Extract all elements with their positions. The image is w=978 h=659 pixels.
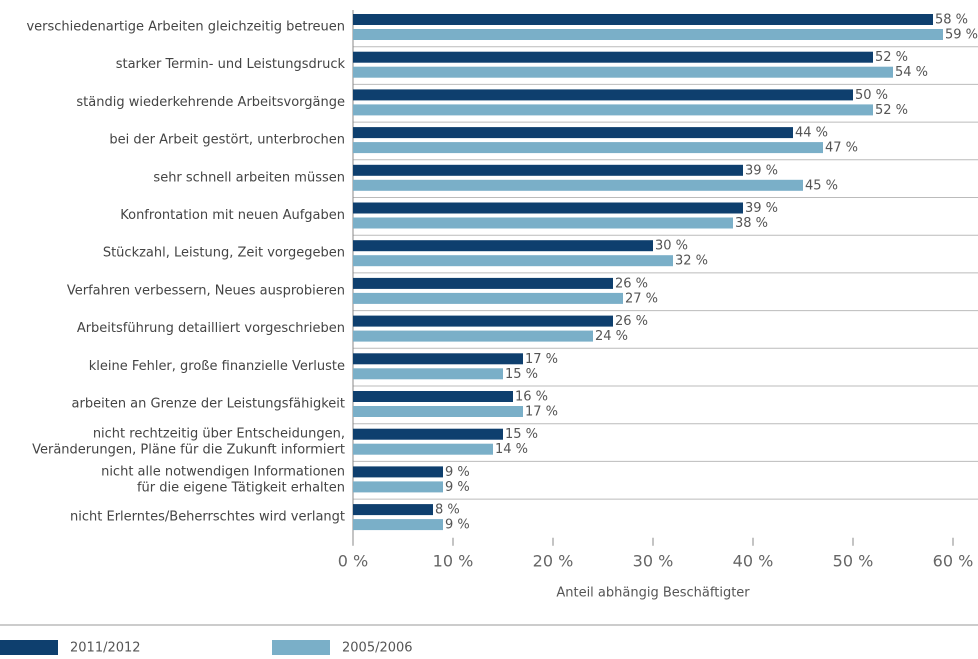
value-label: 58 % (935, 13, 968, 28)
value-label: 39 % (745, 201, 778, 216)
legend-swatch (0, 640, 58, 655)
bar (353, 292, 623, 304)
bar (353, 481, 443, 493)
x-tick-label: 40 % (733, 551, 774, 570)
value-label: 54 % (895, 65, 928, 80)
x-tick-label: 10 % (433, 551, 474, 570)
bar (353, 127, 793, 139)
bar (353, 51, 873, 63)
bar (353, 202, 743, 214)
x-tick-label: 50 % (833, 551, 874, 570)
category-label: Verfahren verbessern, Neues ausprobieren (67, 283, 345, 298)
category-label: Arbeitsführung detailliert vorgeschriebe… (77, 321, 345, 336)
bar (353, 519, 443, 531)
value-label: 30 % (655, 239, 688, 254)
category-label: starker Termin- und Leistungsdruck (116, 57, 346, 72)
bar (353, 142, 823, 154)
category-label: verschiedenartige Arbeiten gleichzeitig … (26, 20, 345, 35)
bar (353, 277, 613, 289)
x-tick-label: 60 % (933, 551, 974, 570)
value-label: 39 % (745, 163, 778, 178)
category-label: ständig wiederkehrende Arbeitsvorgänge (76, 95, 345, 110)
bar (353, 428, 503, 440)
bar (353, 353, 523, 365)
bar (353, 104, 873, 116)
x-tick-label: 30 % (633, 551, 674, 570)
value-label: 50 % (855, 88, 888, 103)
bar (353, 443, 493, 455)
category-label: Stückzahl, Leistung, Zeit vorgegeben (103, 246, 345, 261)
value-label: 27 % (625, 291, 658, 306)
category-label: kleine Fehler, große finanzielle Verlust… (89, 359, 345, 374)
bar (353, 240, 653, 252)
value-label: 32 % (675, 254, 708, 269)
value-label: 17 % (525, 405, 558, 420)
x-tick-label: 0 % (338, 551, 368, 570)
category-label: bei der Arbeit gestört, unterbrochen (109, 133, 345, 148)
bar (353, 255, 673, 267)
value-label: 17 % (525, 352, 558, 367)
category-label: arbeiten an Grenze der Leistungsfähigkei… (72, 397, 345, 412)
category-label: nicht alle notwendigen Informationen für … (101, 464, 345, 495)
value-label: 15 % (505, 427, 538, 442)
value-label: 9 % (445, 518, 470, 533)
value-label: 15 % (505, 367, 538, 382)
bar (353, 66, 893, 78)
bar (353, 315, 613, 327)
bar (353, 179, 803, 191)
bar (353, 29, 943, 40)
bar (353, 164, 743, 176)
category-label: Konfrontation mit neuen Aufgaben (120, 208, 345, 223)
value-label: 9 % (445, 480, 470, 495)
legend-label: 2005/2006 (342, 641, 413, 656)
category-label: nicht rechtzeitig über Entscheidungen, Ve… (32, 426, 345, 457)
x-axis-label: Anteil abhängig Beschäftigter (556, 586, 750, 601)
bar (353, 391, 513, 402)
bar (353, 368, 503, 380)
category-label: sehr schnell arbeiten müssen (153, 170, 345, 185)
bar (353, 330, 593, 342)
legend-swatch (272, 640, 330, 655)
value-label: 8 % (435, 503, 460, 518)
value-label: 45 % (805, 178, 838, 193)
value-label: 52 % (875, 103, 908, 118)
bar (353, 217, 733, 229)
bar (353, 504, 433, 516)
value-label: 14 % (495, 442, 528, 457)
value-label: 47 % (825, 141, 858, 156)
value-label: 26 % (615, 276, 648, 291)
value-label: 59 % (945, 28, 978, 43)
category-label: nicht Erlerntes/Beherrschtes wird verlan… (70, 510, 345, 525)
bar (353, 89, 853, 101)
value-label: 16 % (515, 390, 548, 405)
bar (353, 14, 933, 25)
bar (353, 466, 443, 478)
x-tick-label: 20 % (533, 551, 574, 570)
value-label: 26 % (615, 314, 648, 329)
value-label: 24 % (595, 329, 628, 344)
value-label: 44 % (795, 126, 828, 141)
value-label: 38 % (735, 216, 768, 231)
bar (353, 406, 523, 417)
legend-label: 2011/2012 (70, 641, 141, 656)
value-label: 9 % (445, 465, 470, 480)
value-label: 52 % (875, 50, 908, 65)
